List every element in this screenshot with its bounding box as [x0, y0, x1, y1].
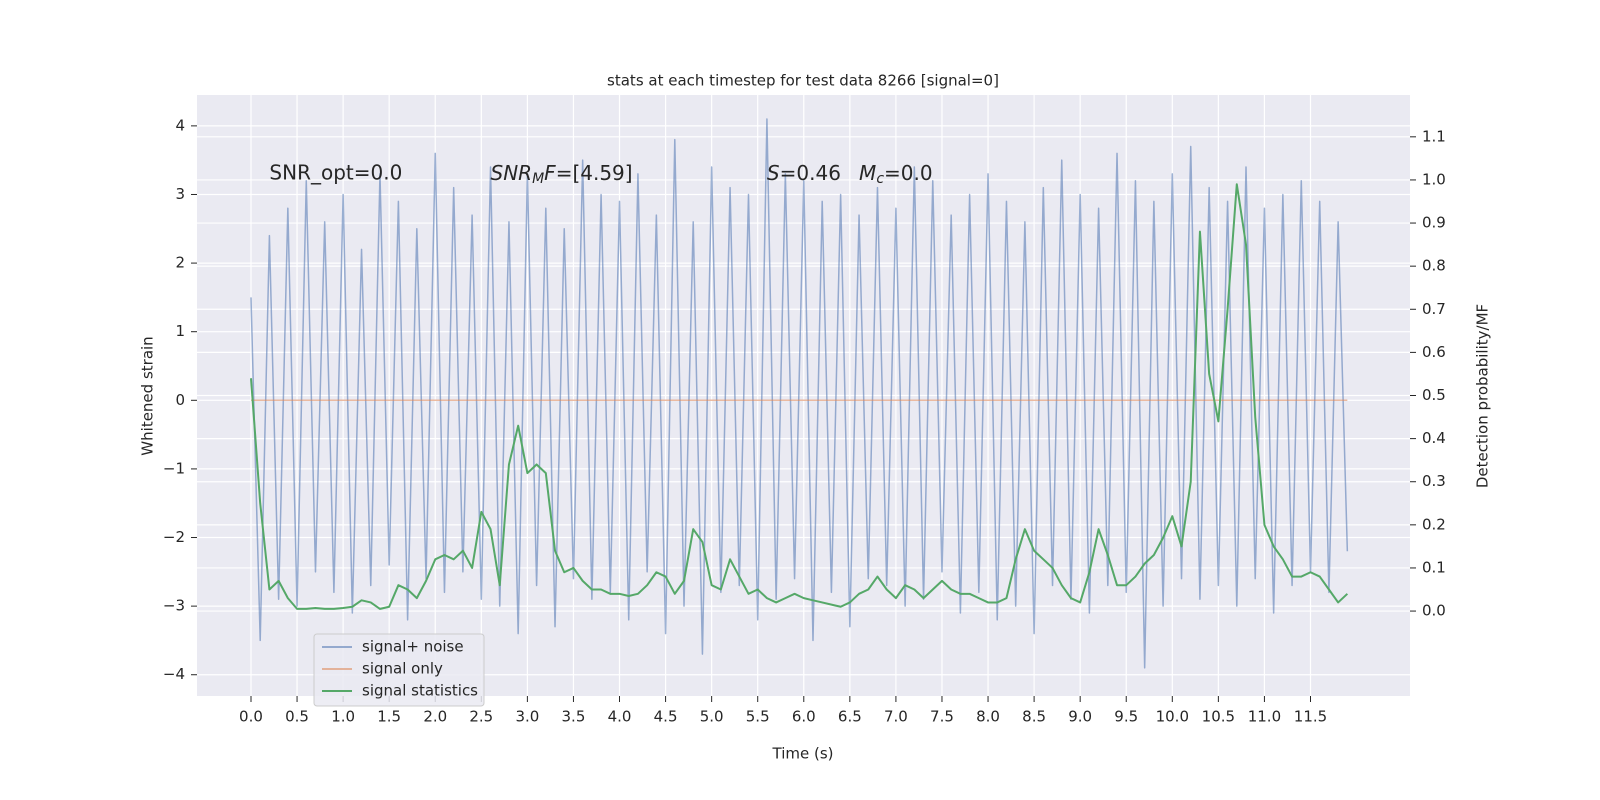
legend: signal+ noise signal only signal statistic…	[313, 633, 485, 707]
y2-tick-label: 0.0	[1422, 602, 1446, 620]
y-tick-label: 3	[175, 185, 185, 203]
y2-tick-label: 0.1	[1422, 558, 1446, 576]
y2-tick-label: 0.3	[1422, 472, 1446, 490]
x-tick-label: 2.5	[469, 708, 493, 726]
x-tick-label: 5.5	[746, 708, 770, 726]
x-tick-label: 0.5	[285, 708, 309, 726]
y-tick-label: 0	[175, 391, 185, 409]
legend-box	[313, 633, 485, 707]
x-tick-label: 6.5	[838, 708, 862, 726]
y2-tick-label: 0.9	[1422, 214, 1446, 232]
x-axis-label: Time (s)	[772, 745, 834, 763]
x-tick-label: 8.5	[1022, 708, 1046, 726]
y-tick-label: −4	[163, 665, 185, 683]
y2-tick-label: 0.2	[1422, 515, 1446, 533]
annotation: SNRMF=[4.59]	[491, 160, 633, 187]
chart-title: stats at each timestep for test data 826…	[607, 72, 999, 90]
legend-label: signal only	[362, 660, 443, 678]
x-tick-label: 7.5	[930, 708, 954, 726]
x-tick-label: 8.0	[976, 708, 1000, 726]
y-tick-label: 1	[175, 322, 185, 340]
x-tick-label: 11.5	[1294, 708, 1327, 726]
y-tick-label: −1	[163, 459, 185, 477]
y2-tick-label: 0.7	[1422, 300, 1446, 318]
y2-tick-label: 1.0	[1422, 170, 1446, 188]
y2-tick-label: 1.1	[1422, 127, 1446, 145]
y2-tick-label: 0.6	[1422, 343, 1446, 361]
legend-label: signal+ noise	[362, 638, 464, 656]
x-tick-label: 10.5	[1202, 708, 1235, 726]
axes: 0.0 0.5 1.0 1.5 2.0 2.5 3.0 3.5 4.0 4.5 5.0 5.5 6.0 6…	[163, 116, 1446, 725]
x-tick-label: 2.0	[423, 708, 447, 726]
x-tick-label: 9.5	[1114, 708, 1138, 726]
x-tick-label: 0.0	[239, 708, 263, 726]
y2-tick-label: 0.5	[1422, 386, 1446, 404]
y-tick-label: 2	[175, 254, 185, 272]
x-tick-label: 11.0	[1248, 708, 1281, 726]
annotation: Mc=0.0	[859, 160, 933, 187]
lines	[249, 118, 1349, 669]
annotation: SNR_opt=0.0	[269, 160, 402, 184]
x-tick-label: 4.5	[654, 708, 678, 726]
x-tick-label: 7.0	[884, 708, 908, 726]
x-tick-label: 10.0	[1156, 708, 1189, 726]
y-tick-label: −3	[163, 597, 185, 615]
x-tick-label: 9.0	[1068, 708, 1092, 726]
x-tick-label: 3.5	[562, 708, 586, 726]
x-tick-label: 1.5	[377, 708, 401, 726]
y-axis-label: Whitened strain	[139, 336, 157, 455]
x-tick-label: 1.0	[331, 708, 355, 726]
y-tick-label: 4	[175, 116, 185, 134]
y2-tick-label: 0.8	[1422, 257, 1446, 275]
annotation: S=0.46	[767, 160, 841, 184]
y2-tick-label: 0.4	[1422, 429, 1446, 447]
x-tick-label: 3.0	[515, 708, 539, 726]
x-tick-label: 4.0	[608, 708, 632, 726]
y2-axis-label: Detection probability/MF	[1474, 304, 1492, 488]
y-tick-label: −2	[163, 528, 185, 546]
legend-label: signal statistics	[362, 682, 478, 700]
x-tick-label: 6.0	[792, 708, 816, 726]
series-line	[249, 183, 1349, 610]
x-tick-label: 5.0	[700, 708, 724, 726]
